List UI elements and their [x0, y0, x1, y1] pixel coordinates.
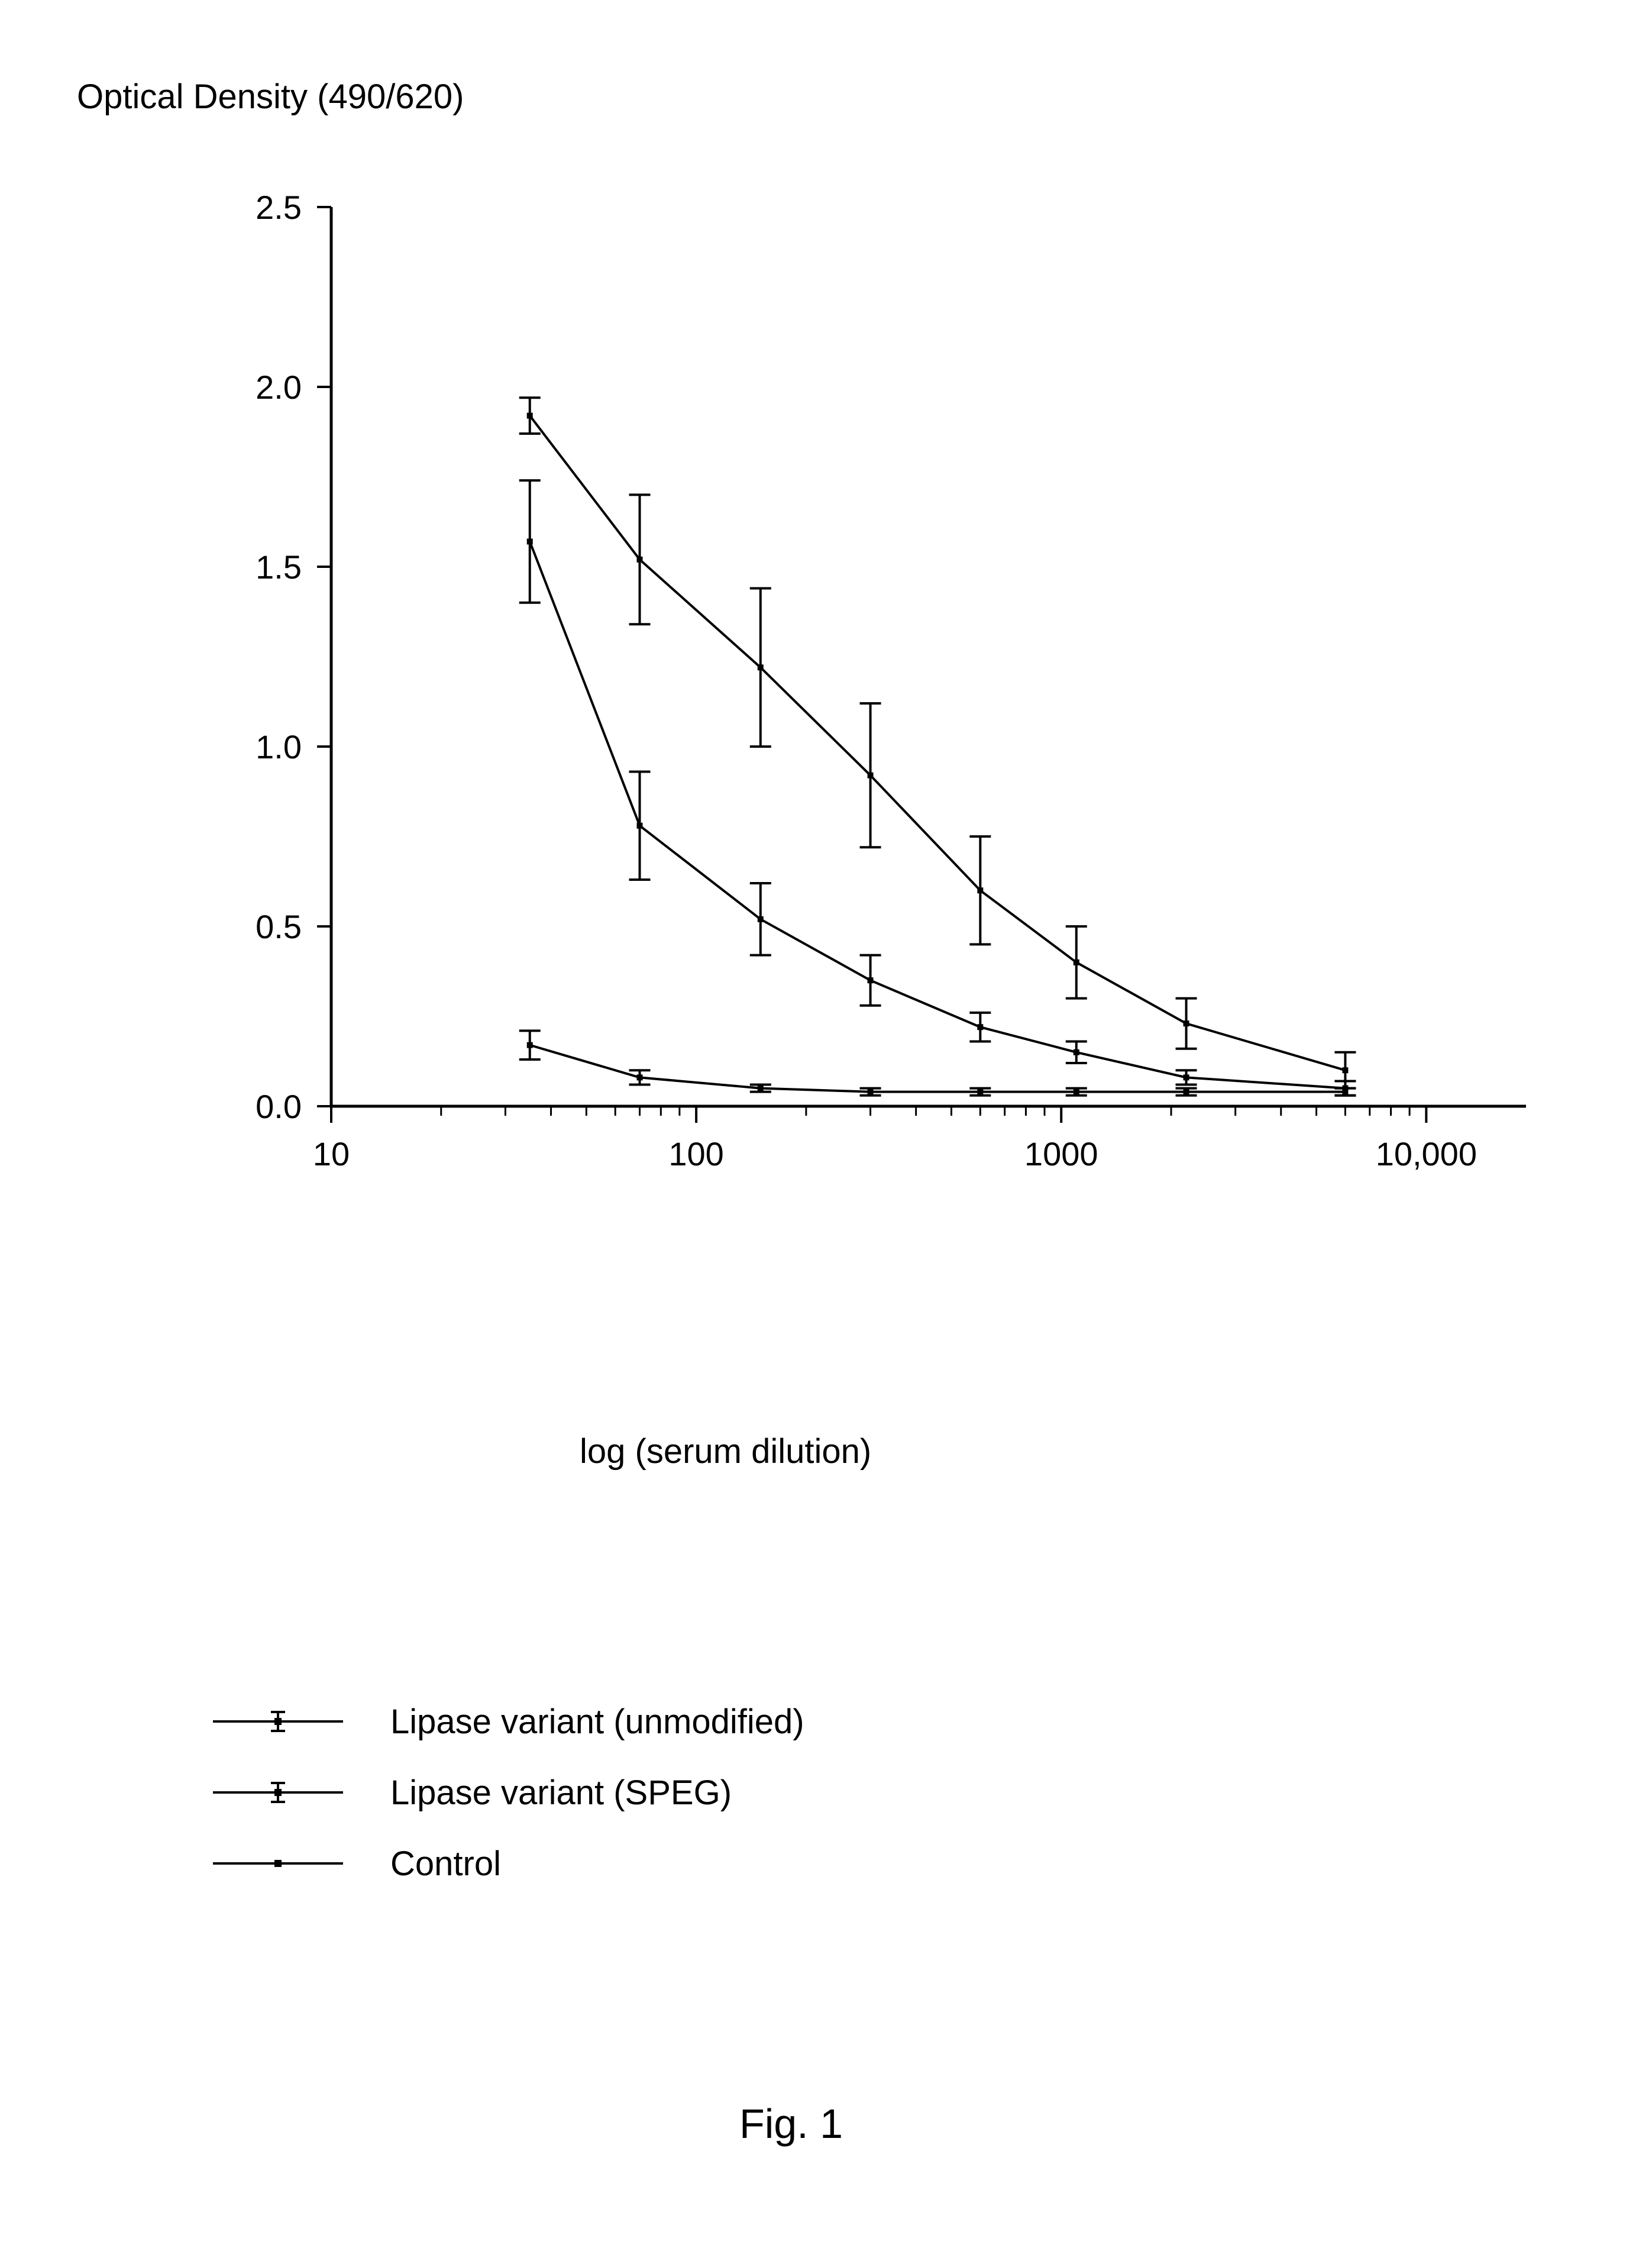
svg-text:100: 100	[668, 1135, 723, 1172]
legend-swatch-control	[201, 1846, 355, 1881]
figure-page: Optical Density (490/620) 0.00.51.01.52.…	[0, 0, 1652, 2245]
legend-row: Lipase variant (SPEG)	[201, 1757, 804, 1828]
svg-text:0.5: 0.5	[256, 908, 302, 945]
figure-caption: Fig. 1	[739, 2100, 843, 2147]
svg-text:1.0: 1.0	[256, 728, 302, 765]
legend-swatch-speg	[201, 1775, 355, 1810]
legend-label: Control	[390, 1844, 501, 1884]
svg-text:10,000: 10,000	[1376, 1135, 1477, 1172]
svg-text:1000: 1000	[1024, 1135, 1098, 1172]
legend-label: Lipase variant (unmodified)	[390, 1702, 804, 1742]
legend-label: Lipase variant (SPEG)	[390, 1773, 732, 1813]
legend: Lipase variant (unmodified) Lipase varia…	[201, 1686, 804, 1899]
svg-text:0.0: 0.0	[256, 1088, 302, 1125]
x-axis-title: log (serum dilution)	[580, 1432, 871, 1471]
chart-plot: 0.0 0.5 1.0 1.5 2.0 2.5 10 100 1000 10,000	[0, 0, 1652, 1361]
svg-text:1.5: 1.5	[256, 548, 302, 586]
legend-row: Control	[201, 1828, 804, 1899]
svg-text:2.0: 2.0	[256, 369, 302, 406]
svg-text:2.5: 2.5	[256, 189, 302, 226]
legend-swatch-unmodified	[201, 1704, 355, 1739]
svg-text:10: 10	[313, 1135, 350, 1172]
legend-row: Lipase variant (unmodified)	[201, 1686, 804, 1757]
